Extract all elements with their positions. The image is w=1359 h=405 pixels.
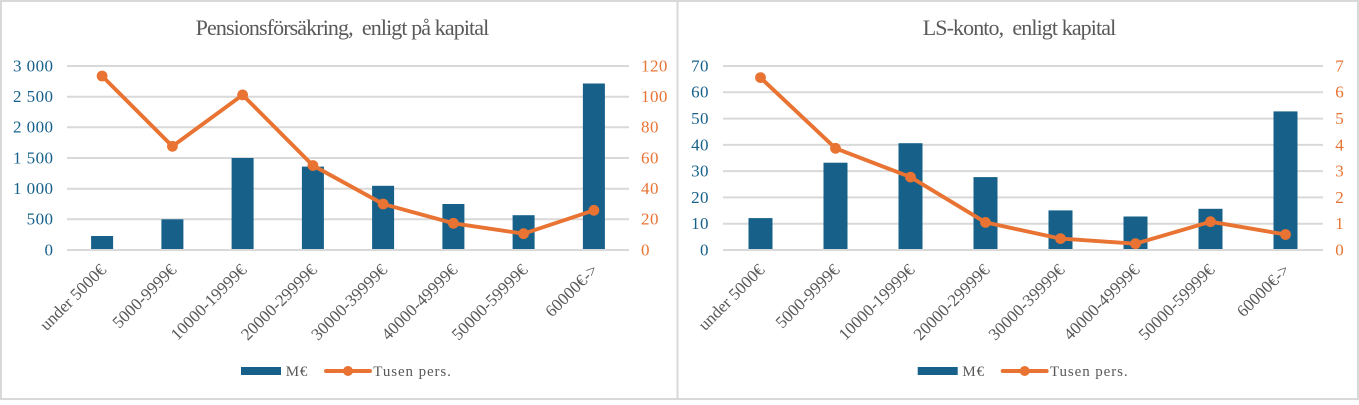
svg-text:40: 40 <box>641 179 659 198</box>
svg-text:5: 5 <box>1335 109 1344 128</box>
svg-text:1 500: 1 500 <box>13 148 54 167</box>
svg-text:0: 0 <box>1335 240 1344 259</box>
svg-text:2 500: 2 500 <box>13 87 54 106</box>
svg-text:60: 60 <box>641 148 659 167</box>
svg-text:0: 0 <box>45 240 54 259</box>
svg-text:Tusen pers.: Tusen pers. <box>1050 364 1129 380</box>
svg-text:10: 10 <box>691 214 709 233</box>
svg-text:70: 70 <box>691 56 709 75</box>
svg-text:80: 80 <box>641 118 659 137</box>
svg-text:40: 40 <box>691 135 709 154</box>
svg-text:0: 0 <box>641 240 650 259</box>
svg-text:LS-konto, enligt kapital: LS-konto, enligt kapital <box>923 15 1116 40</box>
svg-text:4: 4 <box>1335 135 1344 154</box>
svg-text:30: 30 <box>691 162 709 181</box>
svg-text:Pensionsförsäkring, enligt på: Pensionsförsäkring, enligt på kapital <box>196 15 489 40</box>
svg-text:3: 3 <box>1335 162 1344 181</box>
svg-text:50: 50 <box>691 109 709 128</box>
svg-text:3 000: 3 000 <box>13 56 54 75</box>
svg-text:Tusen pers.: Tusen pers. <box>373 364 452 380</box>
svg-text:60: 60 <box>691 83 709 102</box>
svg-text:7: 7 <box>1335 56 1344 75</box>
svg-text:2 000: 2 000 <box>13 118 54 137</box>
svg-text:1 000: 1 000 <box>13 179 54 198</box>
svg-text:100: 100 <box>641 87 668 106</box>
svg-text:1: 1 <box>1335 214 1344 233</box>
svg-text:6: 6 <box>1335 83 1344 102</box>
svg-text:0: 0 <box>700 240 709 259</box>
svg-text:M€: M€ <box>286 364 309 380</box>
svg-text:120: 120 <box>641 56 668 75</box>
svg-text:M€: M€ <box>962 364 985 380</box>
svg-text:500: 500 <box>27 210 54 229</box>
svg-text:20: 20 <box>641 210 659 229</box>
svg-text:2: 2 <box>1335 188 1344 207</box>
svg-text:20: 20 <box>691 188 709 207</box>
